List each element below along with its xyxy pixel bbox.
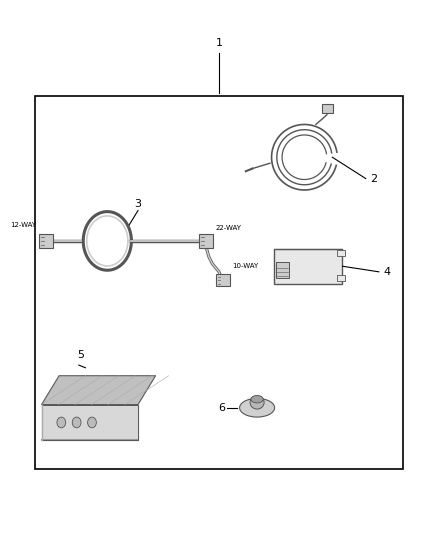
Bar <box>276 262 289 278</box>
Text: 5: 5 <box>78 350 85 360</box>
Text: 1: 1 <box>215 38 223 48</box>
Ellipse shape <box>250 395 264 409</box>
Circle shape <box>72 417 81 428</box>
Ellipse shape <box>251 395 263 403</box>
Bar <box>337 250 345 256</box>
Bar <box>216 274 230 286</box>
Bar <box>199 234 213 248</box>
Circle shape <box>88 417 96 428</box>
Bar <box>337 275 345 281</box>
Text: 2: 2 <box>370 174 377 183</box>
Text: 6: 6 <box>219 403 226 413</box>
Text: 12-WAY: 12-WAY <box>11 222 37 228</box>
Text: 4: 4 <box>383 267 390 277</box>
Ellipse shape <box>240 399 275 417</box>
Text: 10-WAY: 10-WAY <box>232 263 258 270</box>
Polygon shape <box>42 376 155 405</box>
Text: 22-WAY: 22-WAY <box>216 225 242 231</box>
Bar <box>39 234 53 248</box>
Text: 3: 3 <box>134 199 141 209</box>
Bar <box>274 249 342 284</box>
Bar <box>35 96 403 469</box>
Polygon shape <box>42 405 138 440</box>
Bar <box>321 104 332 113</box>
Circle shape <box>57 417 66 428</box>
